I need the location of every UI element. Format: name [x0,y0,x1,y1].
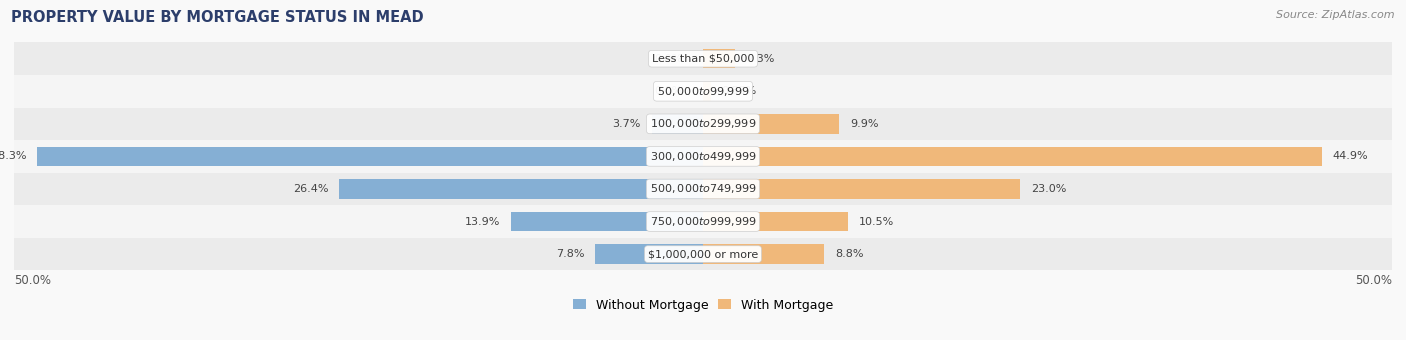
Bar [38,147,703,166]
Text: Source: ZipAtlas.com: Source: ZipAtlas.com [1277,10,1395,20]
Text: 0.0%: 0.0% [654,54,682,64]
Text: 7.8%: 7.8% [555,249,585,259]
Text: $300,000 to $499,999: $300,000 to $499,999 [650,150,756,163]
Text: 13.9%: 13.9% [465,217,501,226]
Bar [703,244,824,264]
Text: 2.3%: 2.3% [745,54,775,64]
Bar [703,82,710,101]
Text: 48.3%: 48.3% [0,151,27,162]
Bar [14,75,1392,107]
Text: 3.7%: 3.7% [613,119,641,129]
Text: 44.9%: 44.9% [1333,151,1368,162]
Bar [703,147,1322,166]
Bar [14,238,1392,270]
Bar [703,114,839,134]
Bar [703,212,848,231]
Bar [14,107,1392,140]
Legend: Without Mortgage, With Mortgage: Without Mortgage, With Mortgage [568,294,838,317]
Bar [652,114,703,134]
Bar [14,42,1392,75]
Text: 23.0%: 23.0% [1031,184,1066,194]
Text: 0.0%: 0.0% [654,86,682,96]
Text: $500,000 to $749,999: $500,000 to $749,999 [650,183,756,196]
Text: 50.0%: 50.0% [14,274,51,287]
Bar [703,179,1019,199]
Bar [14,173,1392,205]
Text: 26.4%: 26.4% [292,184,328,194]
Bar [339,179,703,199]
Text: $1,000,000 or more: $1,000,000 or more [648,249,758,259]
Bar [512,212,703,231]
Text: $100,000 to $299,999: $100,000 to $299,999 [650,117,756,130]
Text: $750,000 to $999,999: $750,000 to $999,999 [650,215,756,228]
Text: 9.9%: 9.9% [851,119,879,129]
Text: 0.55%: 0.55% [721,86,756,96]
Text: Less than $50,000: Less than $50,000 [652,54,754,64]
Text: $50,000 to $99,999: $50,000 to $99,999 [657,85,749,98]
Text: 8.8%: 8.8% [835,249,863,259]
Text: 10.5%: 10.5% [859,217,894,226]
Bar [703,49,735,68]
Text: 50.0%: 50.0% [1355,274,1392,287]
Bar [14,205,1392,238]
Bar [14,140,1392,173]
Text: PROPERTY VALUE BY MORTGAGE STATUS IN MEAD: PROPERTY VALUE BY MORTGAGE STATUS IN MEA… [11,10,423,25]
Bar [596,244,703,264]
